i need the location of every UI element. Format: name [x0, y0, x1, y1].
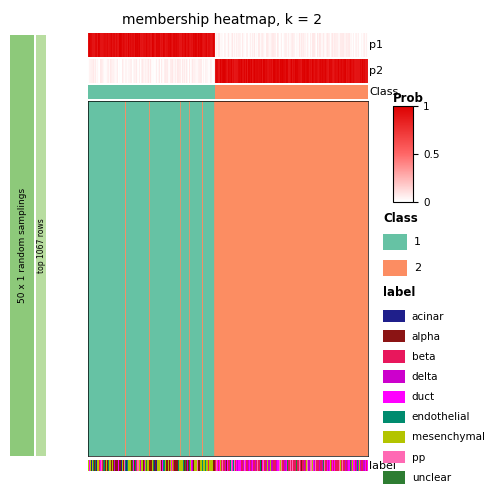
FancyBboxPatch shape: [383, 310, 405, 323]
FancyBboxPatch shape: [383, 260, 407, 276]
FancyBboxPatch shape: [383, 391, 405, 403]
Text: 50 x 1 random samplings: 50 x 1 random samplings: [18, 188, 27, 303]
Text: membership heatmap, k = 2: membership heatmap, k = 2: [122, 13, 322, 27]
Text: endothelial: endothelial: [412, 412, 470, 422]
FancyBboxPatch shape: [383, 370, 405, 383]
Text: unclear: unclear: [412, 473, 451, 483]
FancyBboxPatch shape: [383, 330, 405, 343]
Text: 1: 1: [414, 237, 421, 247]
Text: 2: 2: [414, 263, 421, 273]
Text: mesenchymal: mesenchymal: [412, 432, 485, 443]
Text: label: label: [383, 286, 415, 299]
Text: p2: p2: [369, 66, 384, 76]
Text: Class: Class: [369, 87, 399, 97]
FancyBboxPatch shape: [383, 451, 405, 464]
Text: Class: Class: [383, 212, 418, 225]
Text: label: label: [369, 461, 396, 471]
FancyBboxPatch shape: [383, 471, 405, 484]
Text: delta: delta: [412, 372, 438, 382]
Text: Prob: Prob: [393, 92, 424, 105]
Text: p1: p1: [369, 40, 384, 50]
FancyBboxPatch shape: [383, 234, 407, 250]
FancyBboxPatch shape: [383, 350, 405, 363]
Text: acinar: acinar: [412, 311, 445, 322]
Text: beta: beta: [412, 352, 435, 362]
FancyBboxPatch shape: [383, 411, 405, 423]
FancyBboxPatch shape: [383, 431, 405, 444]
Text: pp: pp: [412, 453, 425, 463]
Text: alpha: alpha: [412, 332, 441, 342]
Text: top 1067 rows: top 1067 rows: [37, 218, 46, 273]
Text: duct: duct: [412, 392, 435, 402]
